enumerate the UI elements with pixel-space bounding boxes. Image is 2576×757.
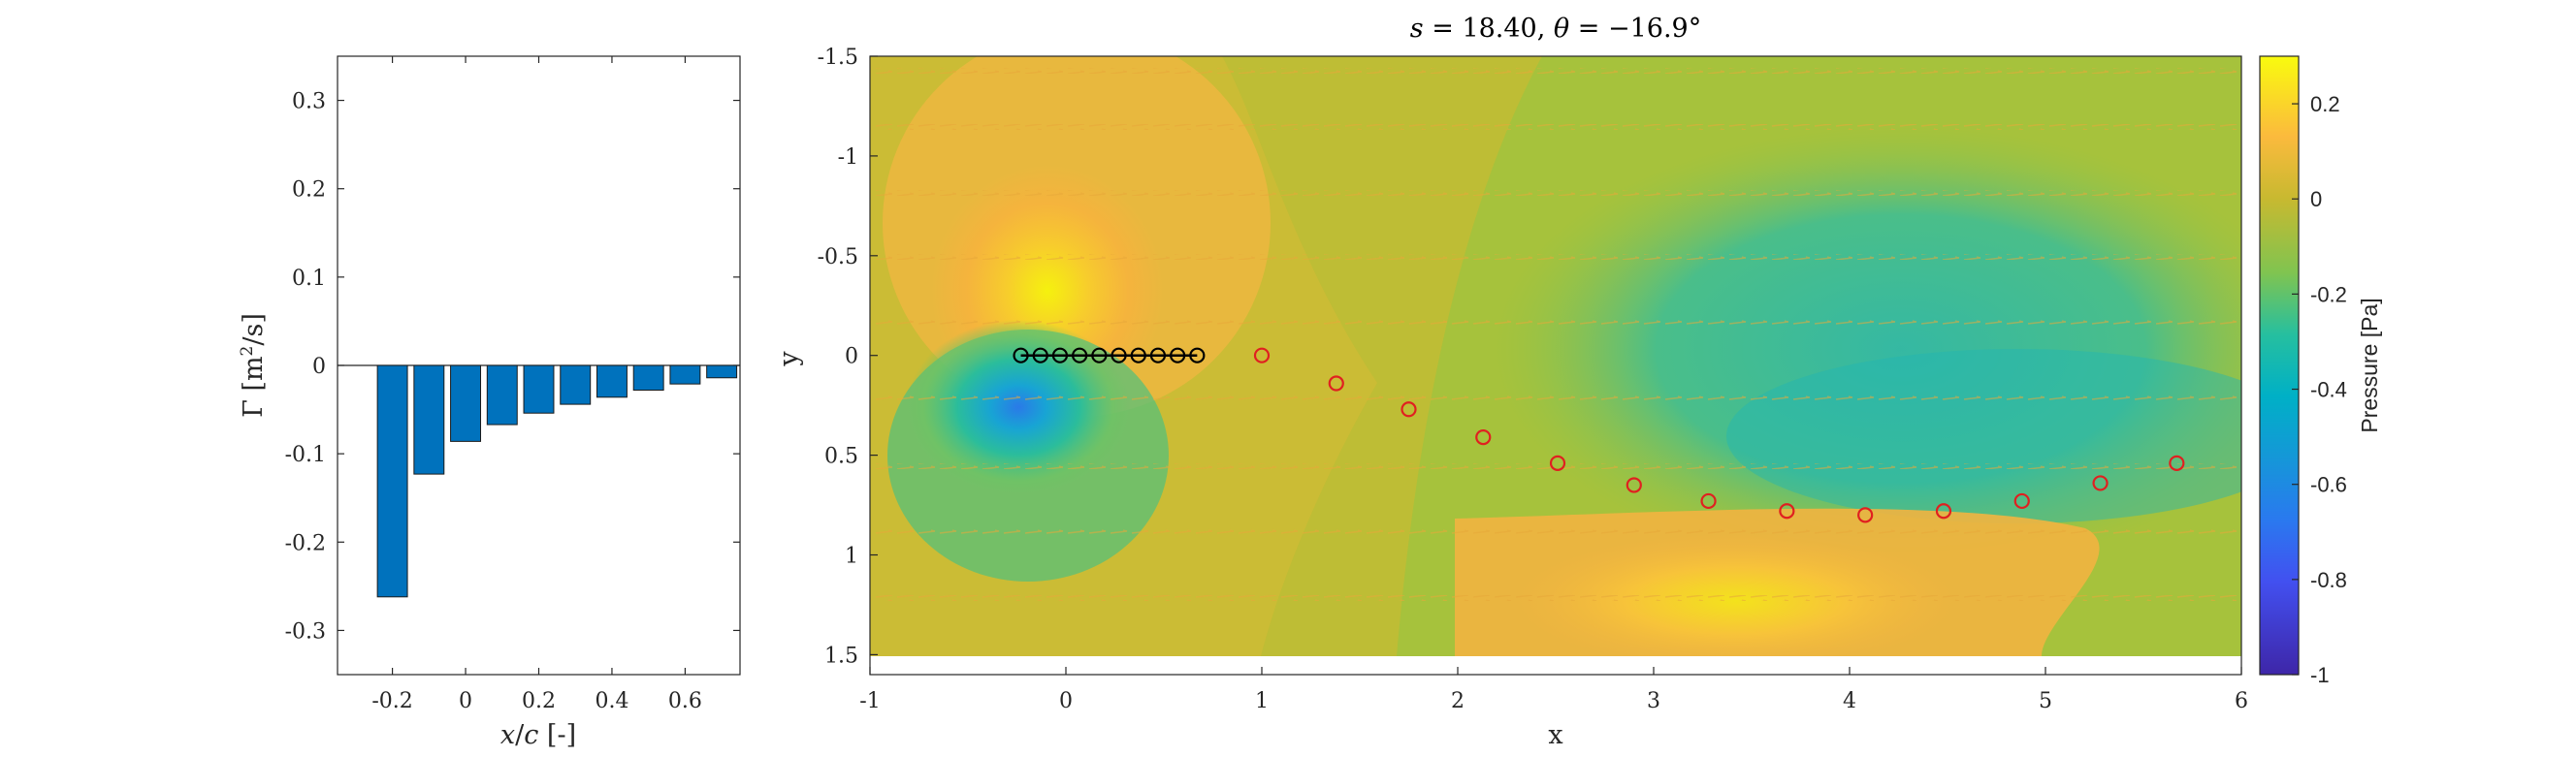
contour-ytick-label: 0.5 xyxy=(824,445,858,469)
bar-0 xyxy=(376,364,408,598)
bar-2 xyxy=(450,364,482,442)
contour-axis-ticks: -1 0 1 2 3 4 5 6 -1.5 -1 -0.5 0 0.5 1 1.5 xyxy=(818,46,2248,713)
colorbar-tick-label: 0 xyxy=(2310,187,2322,211)
bar-ytick-label: -0.2 xyxy=(285,531,326,555)
colorbar-tick-label: -1 xyxy=(2310,663,2330,687)
wake-vortex-4 xyxy=(1549,455,1566,471)
contour-xtick-label: 4 xyxy=(1843,689,1856,713)
bar-6 xyxy=(596,364,628,398)
contour-xtick-label: 1 xyxy=(1255,689,1269,713)
colorbar-tick-label: -0.4 xyxy=(2310,378,2347,402)
contour-ytick-label: -1 xyxy=(838,145,858,170)
bound-vortex-8 xyxy=(1170,347,1186,363)
bound-vortex-6 xyxy=(1130,347,1146,363)
bar-5 xyxy=(560,364,592,405)
bar-ytick-label: -0.1 xyxy=(285,443,326,467)
colorbar-tick-label: 0.2 xyxy=(2310,92,2340,116)
bound-vortex-2 xyxy=(1051,347,1069,363)
wake-vortex-1 xyxy=(1328,375,1344,392)
bar-xlabel: x/c [-] xyxy=(500,720,576,750)
bar-ytick-label: 0.2 xyxy=(292,178,326,203)
contour-axes-box xyxy=(869,55,2242,676)
bar-xtick-label: 0 xyxy=(459,689,472,713)
wake-vortex-markers xyxy=(1253,347,2185,523)
wake-vortex-6 xyxy=(1700,492,1717,510)
contour-xtick-label: 2 xyxy=(1451,689,1465,713)
bar-ytick-label: 0 xyxy=(312,355,326,379)
contour-ylabel: y xyxy=(774,351,804,367)
bar-xtick-label: 0.4 xyxy=(595,689,628,713)
contour-xtick-label: 0 xyxy=(1059,689,1073,713)
bar-ytick-label: 0.1 xyxy=(292,267,326,291)
wake-vortex-0 xyxy=(1253,347,1271,363)
wake-vortex-9 xyxy=(1935,503,1952,520)
bound-vortex-4 xyxy=(1091,347,1108,363)
bound-vortex-5 xyxy=(1111,347,1127,363)
contour-xtick-label: 6 xyxy=(2235,689,2248,713)
bar-series xyxy=(376,364,738,598)
bar-1 xyxy=(413,364,445,475)
bar-xtick-label: 0.6 xyxy=(668,689,702,713)
pressure-colorbar: 0.2 0 -0.2 -0.4 -0.6 -0.8 -1 Pressure [Pa] xyxy=(2259,55,2382,687)
bar-ytick-label: -0.3 xyxy=(285,619,326,644)
bound-vortex-markers xyxy=(1013,347,1206,363)
bar-xtick-label: 0.2 xyxy=(522,689,556,713)
wake-vortex-11 xyxy=(2092,475,2109,491)
contour-ytick-label: 1 xyxy=(845,545,858,569)
colorbar-tick-label: -0.2 xyxy=(2310,282,2347,306)
contour-ytick-label: -1.5 xyxy=(818,46,858,70)
contour-ytick-label: 1.5 xyxy=(824,644,858,668)
colorbar-gradient xyxy=(2259,55,2300,676)
pressure-contour-plot: s = 18.40, θ = −16.9° xyxy=(774,14,2248,750)
bar-9 xyxy=(706,364,738,379)
bound-vortex-0 xyxy=(1013,347,1029,363)
wake-vortex-10 xyxy=(2013,492,2030,510)
bar-7 xyxy=(632,364,664,392)
colorbar-label: Pressure [Pa] xyxy=(2357,298,2382,432)
contour-ytick-label: 0 xyxy=(845,345,858,369)
bar-ylabel: Γ [m2/s] xyxy=(238,313,269,418)
contour-xlabel: x xyxy=(1548,720,1562,750)
contour-xtick-label: 5 xyxy=(2039,689,2052,713)
bar-8 xyxy=(669,364,701,385)
bound-vortex-1 xyxy=(1032,347,1048,363)
colorbar-tick-label: -0.6 xyxy=(2310,473,2347,497)
contour-xtick-label: -1 xyxy=(859,689,880,713)
bar-3 xyxy=(486,364,518,426)
wake-vortex-2 xyxy=(1401,401,1417,418)
contour-ytick-label: -0.5 xyxy=(818,245,858,269)
colorbar-tick-label: -0.8 xyxy=(2310,568,2347,592)
bound-vortex-3 xyxy=(1072,347,1088,363)
wake-vortex-8 xyxy=(1857,507,1874,523)
wake-vortex-7 xyxy=(1779,503,1795,520)
wake-vortex-12 xyxy=(2169,455,2185,471)
wake-vortex-3 xyxy=(1475,428,1492,446)
bar-4 xyxy=(523,364,555,414)
bar-xtick-label: -0.2 xyxy=(371,689,412,713)
bound-vortex-7 xyxy=(1149,347,1167,363)
wake-vortex-5 xyxy=(1626,477,1642,493)
contour-xtick-label: 3 xyxy=(1647,689,1660,713)
colorbar-ticks: 0.2 0 -0.2 -0.4 -0.6 -0.8 -1 xyxy=(2292,92,2347,687)
bound-vortex-9 xyxy=(1189,347,1206,363)
bar-axis-ticks: -0.2 0 0.2 0.4 0.6 0.3 0.2 0.1 0 -0.1 -0.2 -0.3 xyxy=(285,56,740,713)
circulation-bar-chart: -0.2 0 0.2 0.4 0.6 0.3 0.2 0.1 0 -0.1 -0.2 -0.3 x/c… xyxy=(238,55,741,750)
bar-ytick-label: 0.3 xyxy=(292,90,326,114)
contour-title: s = 18.40, θ = −16.9° xyxy=(1410,14,1701,44)
